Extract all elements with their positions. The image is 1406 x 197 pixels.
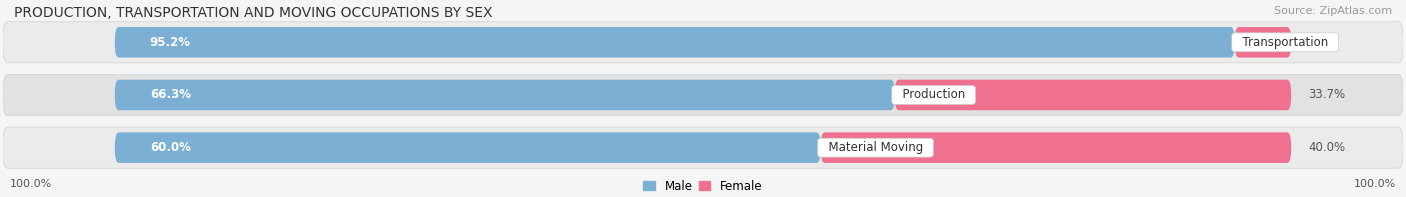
Text: Production: Production xyxy=(894,88,973,101)
Text: 40.0%: 40.0% xyxy=(1308,141,1346,154)
FancyBboxPatch shape xyxy=(1234,27,1291,58)
Text: 33.7%: 33.7% xyxy=(1308,88,1346,101)
Text: Material Moving: Material Moving xyxy=(821,141,931,154)
Text: 60.0%: 60.0% xyxy=(150,141,191,154)
FancyBboxPatch shape xyxy=(115,132,821,163)
Legend: Male, Female: Male, Female xyxy=(638,175,768,197)
Text: 100.0%: 100.0% xyxy=(10,179,52,189)
FancyBboxPatch shape xyxy=(115,27,1234,58)
FancyBboxPatch shape xyxy=(894,80,1291,110)
FancyBboxPatch shape xyxy=(115,80,894,110)
Text: 66.3%: 66.3% xyxy=(150,88,191,101)
FancyBboxPatch shape xyxy=(821,132,1291,163)
Text: Source: ZipAtlas.com: Source: ZipAtlas.com xyxy=(1274,6,1392,16)
FancyBboxPatch shape xyxy=(3,127,1403,168)
Text: 95.2%: 95.2% xyxy=(150,36,191,49)
FancyBboxPatch shape xyxy=(3,74,1403,115)
Text: 4.8%: 4.8% xyxy=(1308,36,1337,49)
Text: 100.0%: 100.0% xyxy=(1354,179,1396,189)
FancyBboxPatch shape xyxy=(3,22,1403,63)
Text: PRODUCTION, TRANSPORTATION AND MOVING OCCUPATIONS BY SEX: PRODUCTION, TRANSPORTATION AND MOVING OC… xyxy=(14,6,492,20)
Text: Transportation: Transportation xyxy=(1234,36,1336,49)
